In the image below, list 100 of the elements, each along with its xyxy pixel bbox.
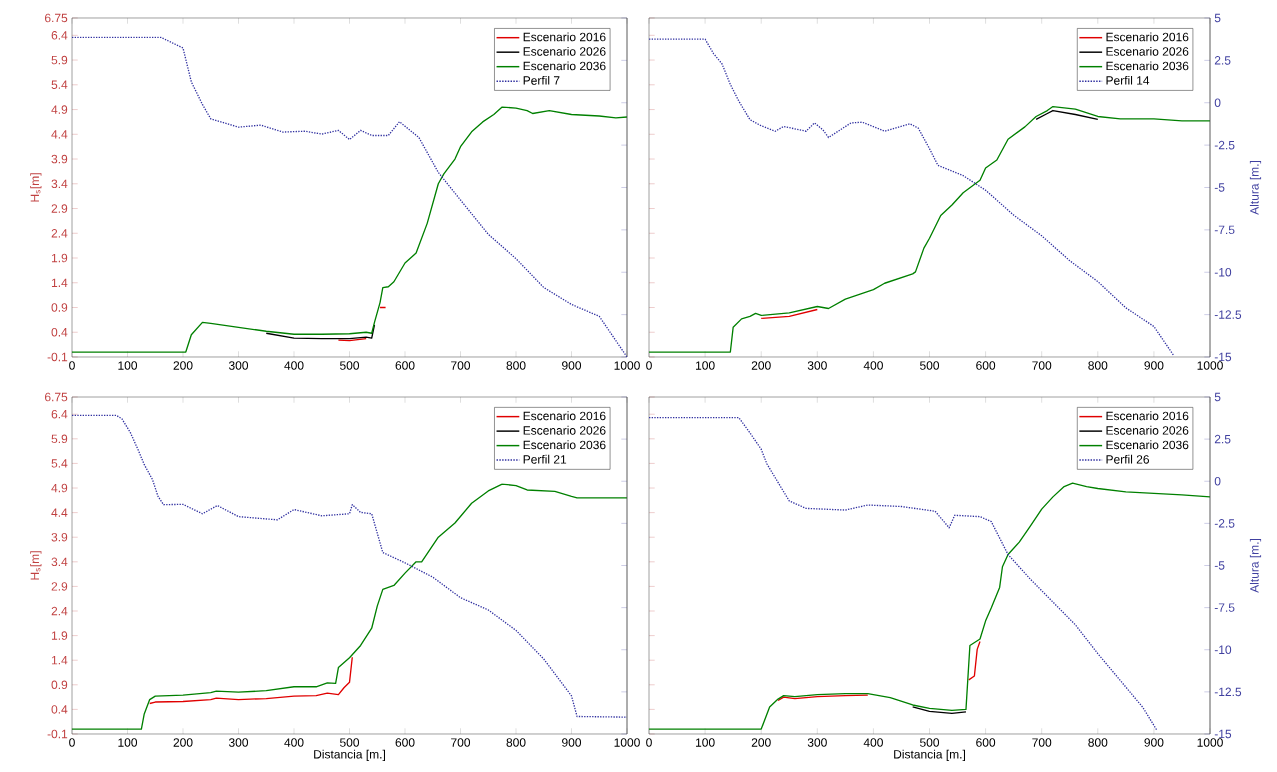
y2-tick-label: -7.5 [1214, 603, 1235, 612]
y-axis-title: H$_{s}$[m] [30, 173, 42, 202]
y-tick-label: 6.4 [51, 31, 68, 40]
x-tick-label: 800 [1088, 738, 1108, 747]
y-tick-label: 3.9 [51, 154, 68, 164]
legend-label: Escenario 2016 [1106, 411, 1189, 421]
x-tick-label: 500 [339, 361, 360, 370]
x-tick-label: 500 [919, 361, 940, 370]
legend-label: Escenario 2036 [523, 61, 606, 71]
x-tick-label: 700 [451, 738, 471, 747]
x-tick-label: 900 [1144, 361, 1164, 370]
legend-label: Escenario 2036 [1106, 61, 1189, 71]
y-tick-label: -0.1 [47, 352, 68, 362]
y2-tick-label: -12.5 [1214, 310, 1242, 319]
y-tick-label: 1.9 [51, 631, 68, 640]
legend-label: Escenario 2026 [523, 46, 606, 56]
y-tick-label: 1.9 [51, 253, 68, 263]
y-tick-label: 3.4 [51, 179, 68, 189]
x-tick-label: 0 [646, 361, 652, 370]
y-tick-label: 1.4 [51, 278, 68, 287]
x-tick-label: 600 [395, 361, 415, 370]
x-tick-label: 0 [69, 361, 75, 370]
y-tick-label: 0.9 [51, 680, 68, 690]
x-tick-label: 300 [228, 738, 249, 747]
x-tick-label: 1000 [614, 738, 640, 747]
y2-tick-label: -7.5 [1214, 225, 1235, 235]
legend-label: Perfil 14 [1106, 75, 1150, 85]
x-tick-label: 400 [284, 738, 304, 747]
legend-label: Escenario 2016 [1106, 32, 1189, 42]
y2-tick-label: 0 [1214, 98, 1221, 107]
x-tick-label: 100 [696, 361, 715, 370]
legend-label: Perfil 7 [523, 75, 560, 85]
x-tick-label: 400 [863, 361, 883, 370]
x-tick-label: 400 [863, 738, 883, 747]
y-tick-label: 2.4 [51, 229, 68, 238]
x-tick-label: 200 [751, 361, 771, 370]
x-tick-label: 100 [118, 738, 138, 747]
x-tick-label: 1000 [1197, 738, 1223, 747]
y-tick-label: 4.9 [51, 483, 68, 493]
y2-axis-title: Altura [m.] [1249, 539, 1262, 593]
line-series [72, 106, 628, 353]
line-series [265, 324, 376, 340]
y2-tick-label: 2.5 [1214, 56, 1231, 65]
x-tick-label: 600 [395, 738, 415, 747]
x-tick-label: 300 [228, 361, 249, 370]
y-tick-label: 6.75 [44, 13, 68, 23]
y2-tick-label: -2.5 [1214, 140, 1235, 150]
x-tick-label: 200 [173, 361, 193, 370]
y-tick-label: 4.9 [51, 105, 68, 114]
y2-axis-title: Altura [m.] [1249, 161, 1262, 215]
y-tick-label: 5.9 [51, 55, 68, 65]
x-tick-label: 600 [976, 738, 996, 747]
line-series [72, 483, 628, 730]
x-tick-label: 200 [173, 738, 193, 747]
y2-tick-label: -2.5 [1214, 519, 1235, 528]
legend-label: Escenario 2026 [1106, 46, 1189, 56]
y2-tick-label: 5 [1214, 392, 1221, 402]
x-tick-label: 100 [696, 738, 715, 747]
x-tick-label: 200 [751, 738, 771, 747]
y2-tick-label: 0 [1214, 476, 1221, 486]
x-tick-label: 300 [807, 738, 827, 747]
y2-tick-label: -12.5 [1214, 687, 1242, 697]
y2-tick-label: -15 [1214, 729, 1232, 739]
y-tick-label: 3.4 [51, 557, 68, 567]
y2-tick-label: 5 [1214, 13, 1221, 23]
legend-label: Escenario 2016 [523, 411, 606, 421]
y-tick-label: 5.4 [51, 80, 68, 89]
legend-label: Perfil 21 [523, 454, 567, 464]
y-tick-label: 0.4 [51, 328, 68, 337]
x-tick-label: 900 [562, 738, 582, 747]
y2-tick-label: -10 [1214, 645, 1232, 654]
y-tick-label: 6.75 [44, 392, 68, 402]
line-series [149, 656, 353, 705]
legend-label: Escenario 2036 [1106, 440, 1189, 450]
y-tick-label: 0.9 [51, 303, 68, 312]
y2-tick-label: -10 [1214, 267, 1232, 277]
y-tick-label: 2.9 [51, 204, 68, 213]
legend-label: Escenario 2026 [1106, 425, 1189, 435]
y-tick-label: 5.4 [51, 459, 68, 468]
x-tick-label: 400 [284, 361, 304, 370]
x-tick-label: 800 [506, 361, 526, 370]
y-tick-label: 2.4 [51, 606, 68, 616]
legend-label: Escenario 2016 [523, 32, 606, 42]
y-tick-label: -0.1 [47, 729, 68, 739]
x-tick-label: 800 [506, 738, 526, 747]
y-tick-label: 1.4 [51, 656, 68, 665]
x-axis-title: Distancia [m.] [314, 749, 385, 761]
y-axis-title: H$_{s}$[m] [30, 551, 42, 580]
x-tick-label: 700 [1032, 738, 1052, 747]
x-tick-label: 700 [1032, 361, 1052, 370]
x-tick-label: 600 [976, 361, 996, 370]
y2-tick-label: -5 [1214, 561, 1225, 570]
x-tick-label: 1000 [1197, 361, 1223, 370]
x-tick-label: 500 [339, 738, 360, 747]
legend-label: Escenario 2036 [523, 440, 606, 450]
x-tick-label: 800 [1088, 361, 1108, 370]
x-tick-label: 100 [118, 361, 138, 370]
x-axis-title: Distancia [m.] [894, 749, 965, 761]
legend-label: Perfil 26 [1106, 454, 1150, 464]
y-tick-label: 5.9 [51, 434, 68, 444]
